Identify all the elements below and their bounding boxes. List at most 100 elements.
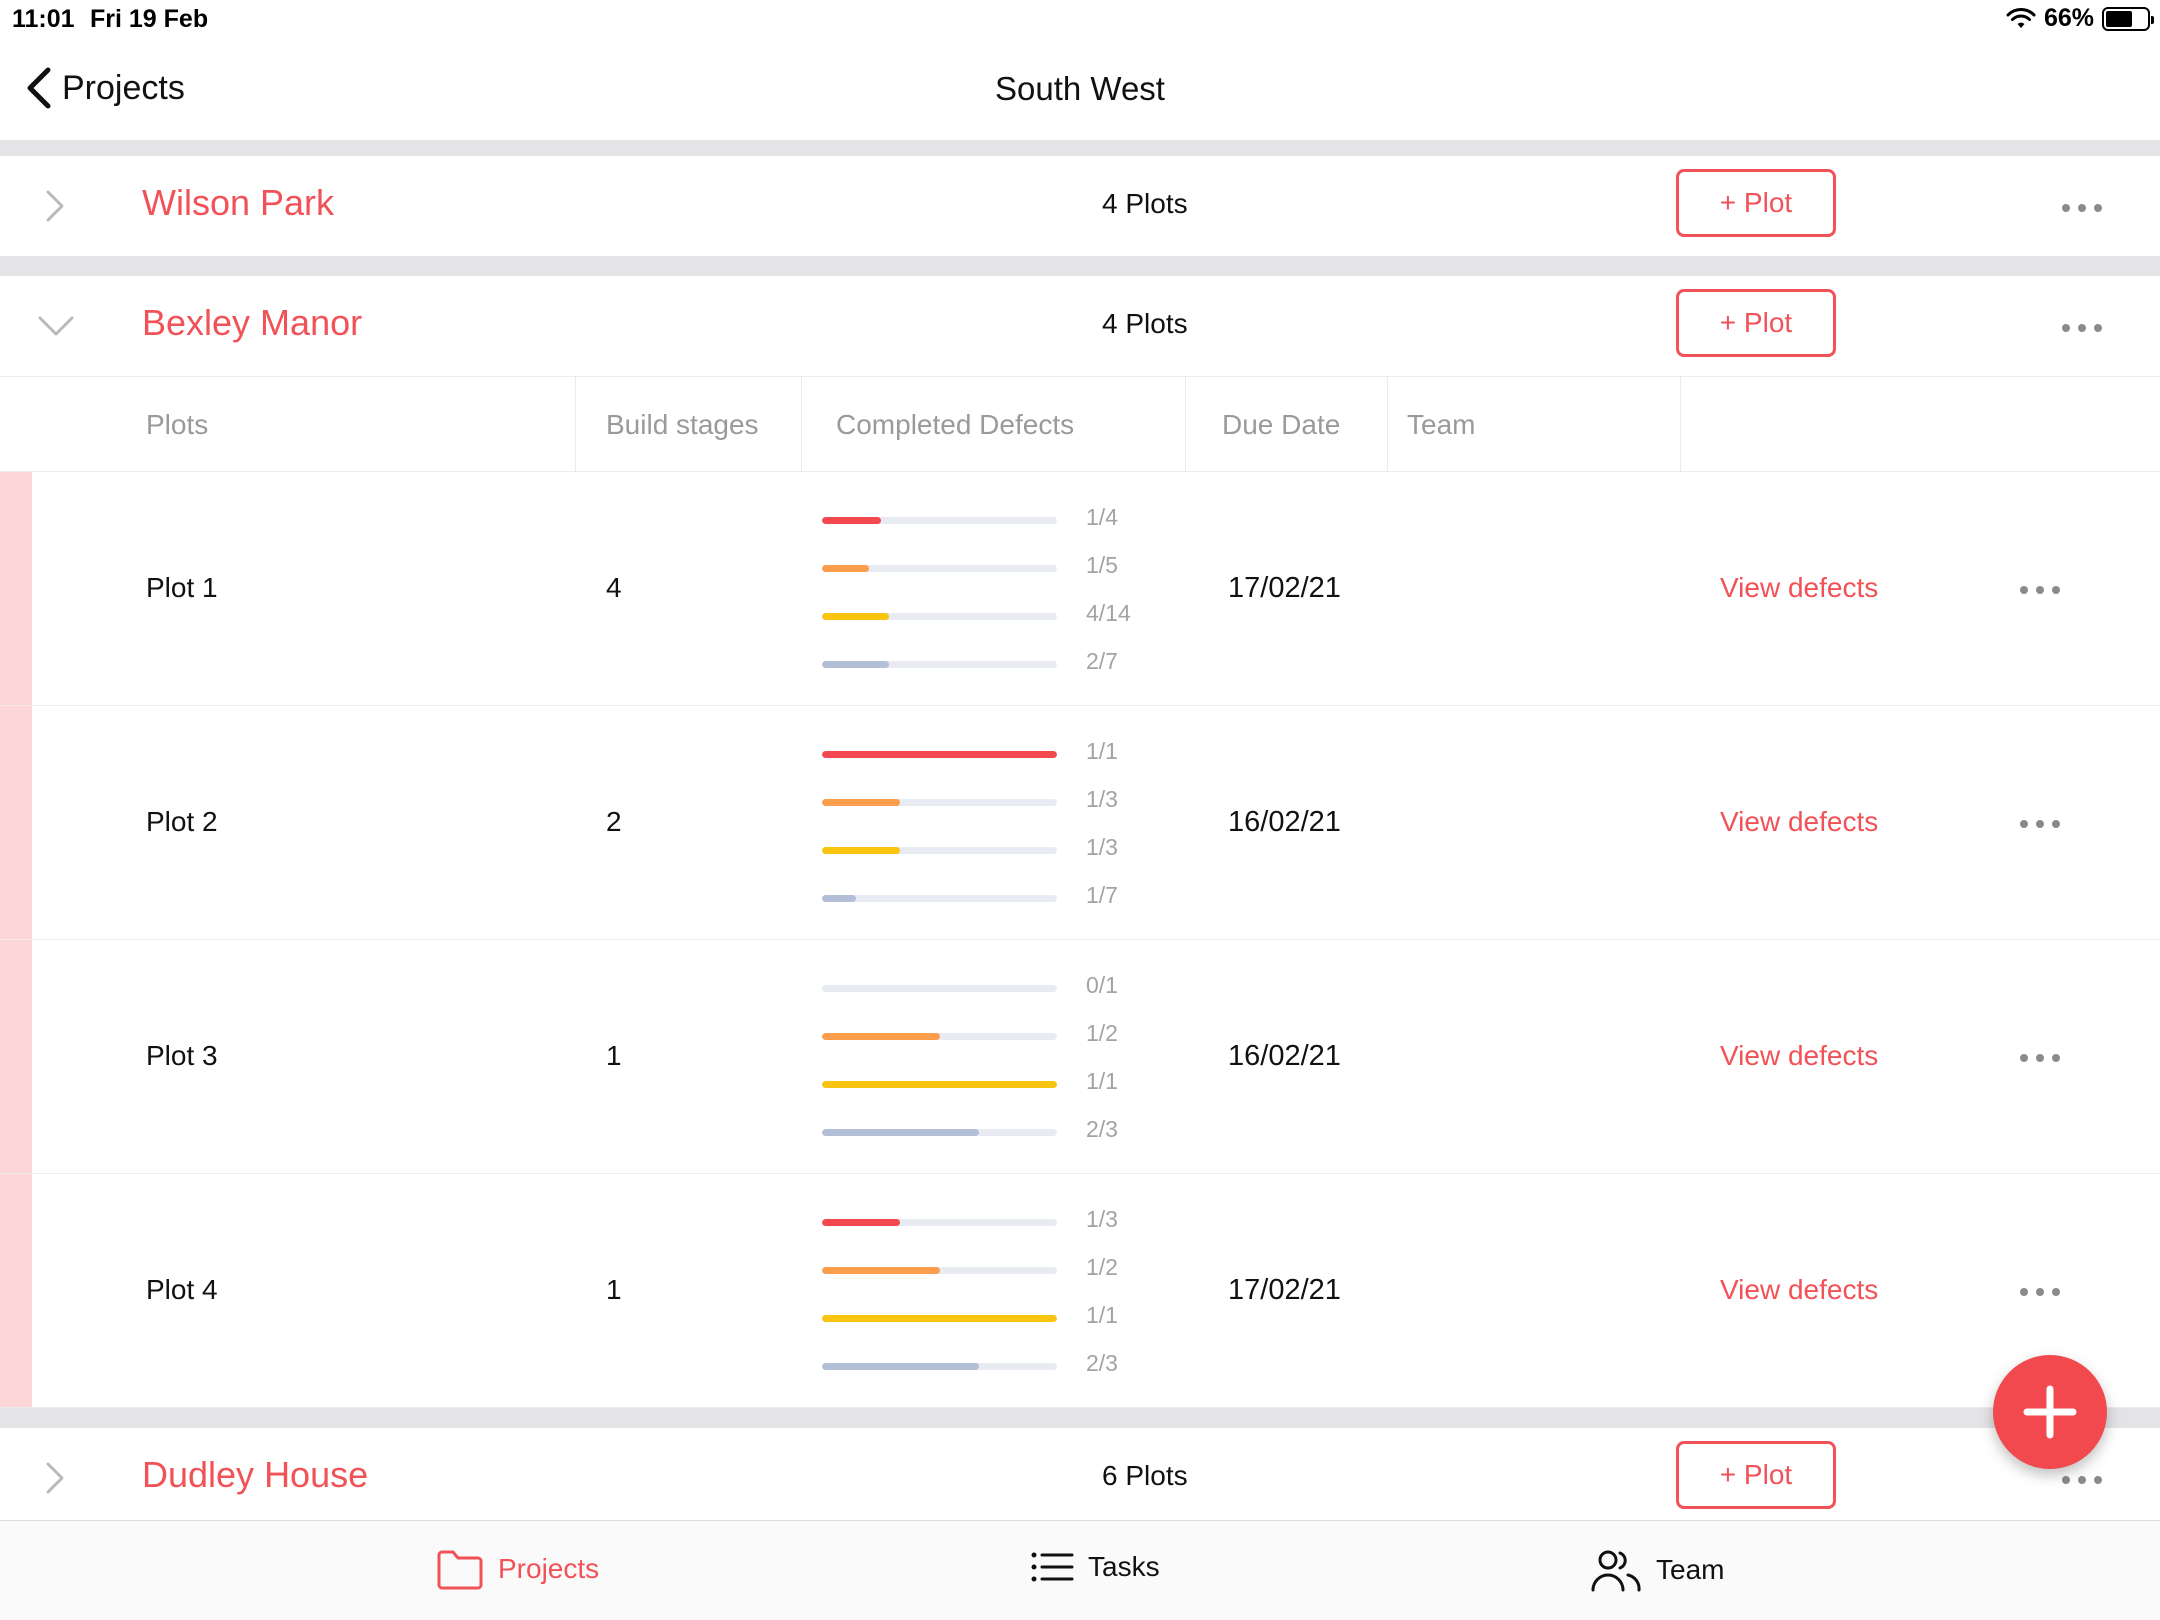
defect-progress-group: 1/3 1/2 1/1 2/3 <box>822 1202 1152 1394</box>
status-bar: 11:01 Fri 19 Feb 66% <box>0 0 2160 40</box>
add-plot-button[interactable]: + Plot <box>1676 169 1836 237</box>
add-plot-button[interactable]: + Plot <box>1676 289 1836 357</box>
table-row[interactable]: Plot 2 2 1/1 1/3 1/3 1/7 16/02/21 View d… <box>0 706 2160 940</box>
defect-progress-bar: 1/1 <box>822 734 1152 782</box>
progress-track <box>822 661 1057 668</box>
tab-projects[interactable]: Projects <box>436 1547 599 1591</box>
battery-percent: 66% <box>2043 4 2094 32</box>
progress-track <box>822 1267 1057 1274</box>
project-name[interactable]: Wilson Park <box>142 182 335 223</box>
more-icon[interactable] <box>2018 584 2062 596</box>
build-stages-value: 1 <box>606 1040 622 1071</box>
header-team: Team <box>1407 409 1476 440</box>
defect-fraction: 0/1 <box>1086 972 1118 998</box>
row-status-marker <box>0 1174 32 1407</box>
more-icon[interactable] <box>2018 1052 2062 1064</box>
chevron-left-icon <box>27 67 51 109</box>
defect-progress-group: 1/1 1/3 1/3 1/7 <box>822 734 1152 926</box>
project-name[interactable]: Bexley Manor <box>142 302 363 343</box>
defect-fraction: 4/14 <box>1086 600 1131 626</box>
status-time: 11:01 <box>12 5 75 33</box>
status-date: Fri 19 Feb <box>90 5 209 33</box>
defect-fraction: 1/2 <box>1086 1254 1118 1280</box>
defect-progress-group: 0/1 1/2 1/1 2/3 <box>822 968 1152 1160</box>
defect-progress-bar: 1/1 <box>822 1298 1152 1346</box>
project-row-dudley-house[interactable]: Dudley House 6 Plots + Plot <box>0 1428 2160 1520</box>
defect-progress-bar: 0/1 <box>822 968 1152 1016</box>
defect-progress-bar: 1/4 <box>822 500 1152 548</box>
add-plot-button[interactable]: + Plot <box>1676 1441 1836 1509</box>
progress-fill <box>822 661 890 668</box>
defect-fraction: 1/1 <box>1086 738 1118 764</box>
progress-fill <box>822 1219 901 1226</box>
progress-track <box>822 985 1057 992</box>
progress-fill <box>822 799 901 806</box>
progress-fill <box>822 1267 940 1274</box>
progress-track <box>822 1033 1057 1040</box>
project-row-bexley-manor[interactable]: Bexley Manor 4 Plots + Plot <box>0 276 2160 376</box>
defect-progress-group: 1/4 1/5 4/14 2/7 <box>822 500 1152 692</box>
due-date-value: 16/02/21 <box>1228 1040 1341 1072</box>
chevron-right-icon[interactable] <box>36 186 76 226</box>
battery-icon <box>2102 6 2154 31</box>
defect-progress-bar: 1/2 <box>822 1250 1152 1298</box>
progress-track <box>822 847 1057 854</box>
progress-track <box>822 1219 1057 1226</box>
more-icon[interactable] <box>2018 1286 2062 1298</box>
defect-progress-bar: 2/3 <box>822 1346 1152 1394</box>
header-plots: Plots <box>146 409 209 440</box>
defect-progress-bar: 1/1 <box>822 1064 1152 1112</box>
table-row[interactable]: Plot 4 1 1/3 1/2 1/1 2/3 17/02/21 View d… <box>0 1174 2160 1408</box>
defect-fraction: 1/5 <box>1086 552 1118 578</box>
more-icon[interactable] <box>2018 818 2062 830</box>
build-stages-value: 4 <box>606 572 622 603</box>
back-button[interactable]: Projects <box>22 66 185 110</box>
progress-fill <box>822 1315 1057 1322</box>
chevron-down-icon[interactable] <box>36 306 76 346</box>
view-defects-link[interactable]: View defects <box>1720 572 1879 603</box>
tab-label: Tasks <box>1088 1551 1160 1582</box>
progress-fill <box>822 613 890 620</box>
progress-track <box>822 1315 1057 1322</box>
build-stages-value: 2 <box>606 806 622 837</box>
battery-fill <box>2106 10 2133 27</box>
progress-track <box>822 517 1057 524</box>
progress-track <box>822 751 1057 758</box>
more-icon[interactable] <box>2060 1474 2104 1486</box>
tab-tasks[interactable]: Tasks <box>1030 1547 1160 1587</box>
defect-progress-bar: 1/3 <box>822 830 1152 878</box>
separator <box>0 1408 2160 1428</box>
build-stages-value: 1 <box>606 1274 622 1305</box>
view-defects-link[interactable]: View defects <box>1720 1040 1879 1071</box>
people-icon <box>1591 1550 1641 1592</box>
status-right: 66% <box>2006 4 2154 33</box>
view-defects-link[interactable]: View defects <box>1720 1274 1879 1305</box>
progress-fill <box>822 895 856 902</box>
defect-progress-bar: 4/14 <box>822 596 1152 644</box>
defect-progress-bar: 1/3 <box>822 1202 1152 1250</box>
plot-name: Plot 4 <box>146 1274 218 1305</box>
view-defects-link[interactable]: View defects <box>1720 806 1879 837</box>
plot-count: 6 Plots <box>1102 1460 1188 1491</box>
separator <box>0 140 2160 156</box>
table-row[interactable]: Plot 3 1 0/1 1/2 1/1 2/3 16/02/21 View d… <box>0 940 2160 1174</box>
project-row-wilson-park[interactable]: Wilson Park 4 Plots + Plot <box>0 156 2160 256</box>
more-icon[interactable] <box>2060 202 2104 214</box>
add-fab-button[interactable] <box>1993 1355 2107 1469</box>
progress-track <box>822 1081 1057 1088</box>
tab-bar: Projects Tasks Team <box>0 1520 2160 1620</box>
navigation-bar: Projects South West <box>0 40 2160 140</box>
plus-icon <box>2023 1385 2077 1439</box>
more-icon[interactable] <box>2060 322 2104 334</box>
tab-team[interactable]: Team <box>1590 1547 1724 1593</box>
progress-track <box>822 1129 1057 1136</box>
table-row[interactable]: Plot 1 4 1/4 1/5 4/14 2/7 17/02/21 View … <box>0 472 2160 706</box>
wifi-icon <box>2006 7 2036 28</box>
progress-fill <box>822 517 881 524</box>
chevron-right-icon[interactable] <box>36 1458 76 1498</box>
project-name[interactable]: Dudley House <box>142 1454 369 1495</box>
defect-fraction: 1/2 <box>1086 1020 1118 1046</box>
defect-fraction: 1/7 <box>1086 882 1118 908</box>
due-date-value: 16/02/21 <box>1228 806 1341 838</box>
progress-fill <box>822 1129 979 1136</box>
